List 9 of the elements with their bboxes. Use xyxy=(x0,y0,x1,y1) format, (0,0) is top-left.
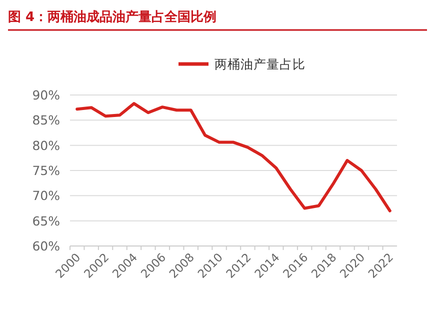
y-tick-label: 65% xyxy=(32,213,60,228)
chart-title: 图 4：两桶油成品油产量占全国比例 xyxy=(8,9,217,25)
y-tick-label: 70% xyxy=(32,188,60,204)
y-tick-label: 90% xyxy=(32,88,60,102)
y-tick-label: 75% xyxy=(32,163,60,178)
y-tick-label: 60% xyxy=(32,238,60,254)
y-tick-label: 85% xyxy=(32,112,60,128)
legend-label: 两桶油产量占比 xyxy=(214,56,306,72)
y-tick-label: 80% xyxy=(32,138,60,153)
